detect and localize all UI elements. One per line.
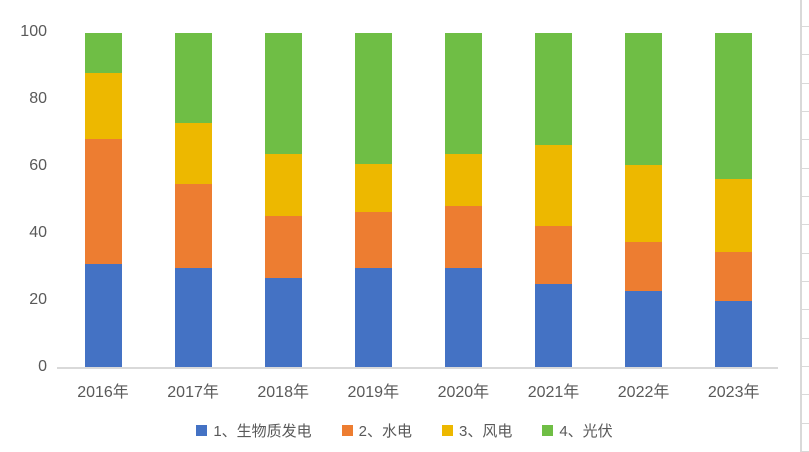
y-axis-tick-label: 80 [29,90,47,107]
worksheet-row-border [801,82,809,84]
bar-segment [264,33,302,154]
bar-segment [84,138,122,265]
bar-segment [625,242,663,291]
x-axis-tick-label: 2019年 [347,384,400,401]
worksheet-row-border [801,139,809,141]
legend-label: 2、水电 [358,423,412,440]
bar-segment [535,145,572,226]
legend-item: 4、光伏 [542,420,613,441]
worksheet-row-border [801,110,809,112]
worksheet-column-border [800,0,802,452]
worksheet-row-border [801,167,809,169]
bar-segment [84,33,122,74]
x-axis-line [57,366,778,369]
worksheet-row-border [801,450,809,452]
bar-column-2018年 [264,33,302,368]
bar-segment [354,212,392,268]
legend-swatch-icon [196,425,208,436]
legend-label: 4、光伏 [559,423,613,440]
legend-swatch-icon [442,425,453,436]
legend-item: 2、水电 [341,420,412,441]
bar-segment [84,264,122,368]
worksheet-row-border [801,26,809,27]
bar-segment [715,301,753,368]
bar-segment [174,33,212,124]
legend-swatch-icon [542,425,554,436]
bar-segment [715,33,753,179]
legend-item: 3、风电 [442,420,512,441]
bar-segment [354,163,392,213]
bar-segment [264,153,302,216]
worksheet-row-border [801,309,809,311]
worksheet-row-border [801,337,809,339]
y-axis-tick-label: 40 [29,224,47,241]
bar-segment [264,277,302,368]
legend-swatch-icon [341,425,353,436]
worksheet-row-border [801,224,809,226]
y-axis-tick-label: 20 [29,291,47,308]
bar-column-2019年 [354,33,392,368]
bar-segment [625,290,663,368]
x-axis-tick-label: 2016年 [77,384,129,401]
x-axis-tick-label: 2021年 [527,384,580,401]
bar-column-2016年 [84,33,122,368]
bar-segment [444,205,482,268]
bar-segment [625,33,663,166]
bar-column-2020年 [444,33,482,368]
bar-column-2022年 [625,33,663,368]
worksheet-row-border [801,195,809,197]
worksheet-row-border [801,280,809,282]
y-axis-tick-label: 100 [20,23,47,40]
x-axis-tick-label: 2022年 [617,384,670,401]
x-axis-tick-label: 2018年 [257,384,309,401]
bar-segment [715,252,753,301]
bar-segment [354,267,392,368]
bar-segment [174,123,212,184]
x-axis-tick-label: 2020年 [437,384,490,401]
bar-column-2023年 [715,33,753,368]
legend-item: 1、生物质发电 [196,420,312,441]
bar-segment [535,225,572,285]
x-axis-tick-label: 2017年 [167,384,219,401]
bar-segment [444,153,482,206]
bar-segment [625,165,663,243]
bar-segment [174,183,212,268]
y-axis-tick-label: 60 [29,157,47,174]
worksheet-row-border [801,252,809,254]
bar-segment [535,284,572,368]
bar-segment [354,33,392,164]
x-axis-tick-label: 2023年 [707,384,760,401]
y-axis-tick-label: 0 [38,358,47,375]
bar-segment [174,267,212,368]
worksheet-row-border [801,422,809,424]
worksheet-row-border [801,365,809,367]
bar-segment [715,178,753,253]
legend: 1、生物质发电 2、水电 3、风电 4、光伏 [0,420,809,441]
bar-segment [264,215,302,278]
worksheet-row-border [801,394,809,396]
legend-label: 3、风电 [459,423,513,440]
legend-label: 1、生物质发电 [213,423,312,440]
bar-segment [535,33,572,146]
bar-segment [444,267,482,368]
worksheet-row-border [801,54,809,56]
bar-segment [84,73,122,139]
bar-segment [444,33,482,154]
bar-column-2021年 [535,33,572,368]
bar-column-2017年 [174,33,212,368]
